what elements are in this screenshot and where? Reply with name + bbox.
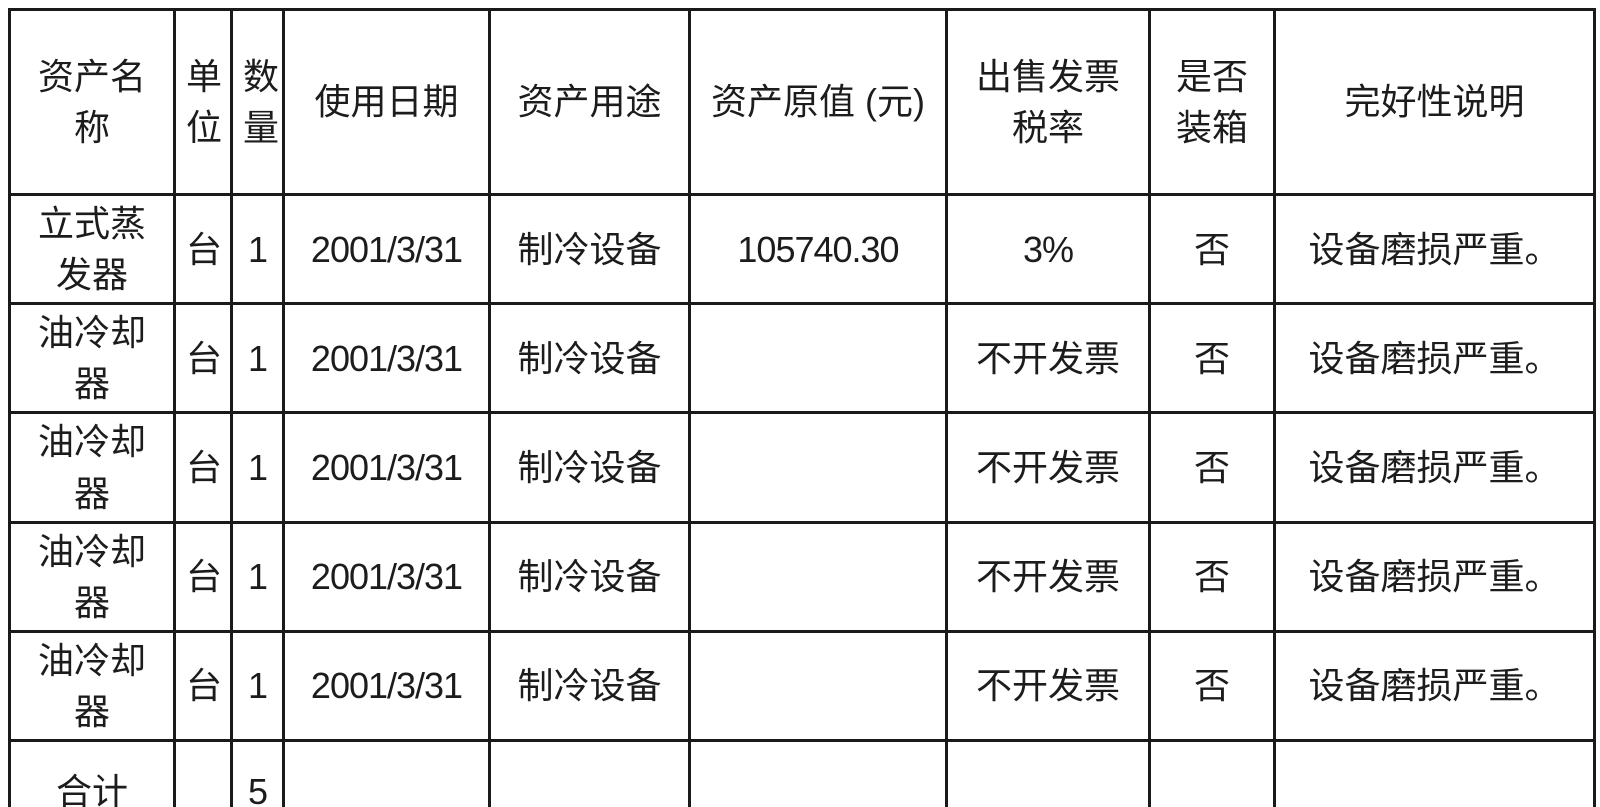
total-unit	[173, 739, 233, 807]
cell-invoice-tax-rate: 不开发票	[945, 302, 1151, 415]
header-condition-note: 完好性说明	[1273, 8, 1596, 196]
header-asset-purpose: 资产用途	[488, 8, 691, 196]
cell-condition-note: 设备磨损严重。	[1273, 520, 1596, 633]
header-invoice-tax-rate: 出售发票 税率	[945, 8, 1151, 196]
table-row: 油冷却器 台 1 2001/3/31 制冷设备 不开发票 否 设备磨损严重。	[8, 629, 1596, 743]
cell-invoice-tax-rate: 不开发票	[945, 629, 1151, 743]
cell-asset-purpose: 制冷设备	[488, 629, 691, 743]
cell-invoice-tax-rate: 不开发票	[945, 411, 1151, 524]
header-original-value: 资产原值 (元)	[688, 8, 948, 196]
cell-usage-date: 2001/3/31	[282, 302, 491, 415]
cell-unit: 台	[173, 629, 233, 743]
cell-asset-purpose: 制冷设备	[488, 520, 691, 633]
table-row: 油冷却器 台 1 2001/3/31 制冷设备 不开发票 否 设备磨损严重。	[8, 520, 1596, 633]
total-row: 合计 5	[8, 739, 1596, 807]
header-quantity: 数量	[230, 8, 285, 196]
cell-invoice-tax-rate: 3%	[945, 192, 1151, 306]
cell-boxed: 否	[1148, 411, 1276, 524]
cell-boxed: 否	[1148, 192, 1276, 306]
cell-original-value	[688, 411, 948, 524]
header-unit: 单位	[173, 8, 233, 196]
table-row: 立式蒸发器 台 1 2001/3/31 制冷设备 105740.30 3% 否 …	[8, 192, 1596, 306]
cell-condition-note: 设备磨损严重。	[1273, 629, 1596, 743]
cell-original-value	[688, 302, 948, 415]
cell-boxed: 否	[1148, 302, 1276, 415]
total-usage-date	[282, 739, 491, 807]
cell-quantity: 1	[230, 302, 285, 415]
table-row: 油冷却器 台 1 2001/3/31 制冷设备 不开发票 否 设备磨损严重。	[8, 302, 1596, 415]
cell-original-value	[688, 520, 948, 633]
total-quantity: 5	[230, 739, 285, 807]
total-asset-purpose	[488, 739, 691, 807]
header-usage-date: 使用日期	[282, 8, 491, 196]
cell-quantity: 1	[230, 192, 285, 306]
cell-original-value	[688, 629, 948, 743]
cell-unit: 台	[173, 520, 233, 633]
cell-boxed: 否	[1148, 520, 1276, 633]
header-row: 资产名称 单位 数量 使用日期 资产用途 资产原值 (元) 出售发票 税率 是否…	[8, 8, 1596, 196]
cell-asset-purpose: 制冷设备	[488, 192, 691, 306]
cell-unit: 台	[173, 411, 233, 524]
cell-asset-name: 油冷却器	[8, 302, 176, 415]
cell-usage-date: 2001/3/31	[282, 629, 491, 743]
cell-usage-date: 2001/3/31	[282, 411, 491, 524]
asset-disposal-table: 资产名称 单位 数量 使用日期 资产用途 资产原值 (元) 出售发票 税率 是否…	[8, 8, 1596, 807]
total-original-value	[688, 739, 948, 807]
cell-asset-name: 油冷却器	[8, 629, 176, 743]
cell-invoice-tax-rate: 不开发票	[945, 520, 1151, 633]
table-row: 油冷却器 台 1 2001/3/31 制冷设备 不开发票 否 设备磨损严重。	[8, 411, 1596, 524]
cell-asset-purpose: 制冷设备	[488, 302, 691, 415]
total-boxed	[1148, 739, 1276, 807]
cell-unit: 台	[173, 302, 233, 415]
header-boxed: 是否 装箱	[1148, 8, 1276, 196]
cell-asset-name: 油冷却器	[8, 411, 176, 524]
total-label: 合计	[8, 739, 176, 807]
cell-quantity: 1	[230, 520, 285, 633]
cell-boxed: 否	[1148, 629, 1276, 743]
cell-original-value: 105740.30	[688, 192, 948, 306]
cell-asset-name: 立式蒸发器	[8, 192, 176, 306]
total-invoice-tax-rate	[945, 739, 1151, 807]
cell-quantity: 1	[230, 411, 285, 524]
cell-condition-note: 设备磨损严重。	[1273, 302, 1596, 415]
cell-quantity: 1	[230, 629, 285, 743]
cell-condition-note: 设备磨损严重。	[1273, 192, 1596, 306]
cell-unit: 台	[173, 192, 233, 306]
cell-condition-note: 设备磨损严重。	[1273, 411, 1596, 524]
cell-asset-purpose: 制冷设备	[488, 411, 691, 524]
header-asset-name: 资产名称	[8, 8, 176, 196]
cell-usage-date: 2001/3/31	[282, 192, 491, 306]
total-condition-note	[1273, 739, 1596, 807]
cell-usage-date: 2001/3/31	[282, 520, 491, 633]
cell-asset-name: 油冷却器	[8, 520, 176, 633]
